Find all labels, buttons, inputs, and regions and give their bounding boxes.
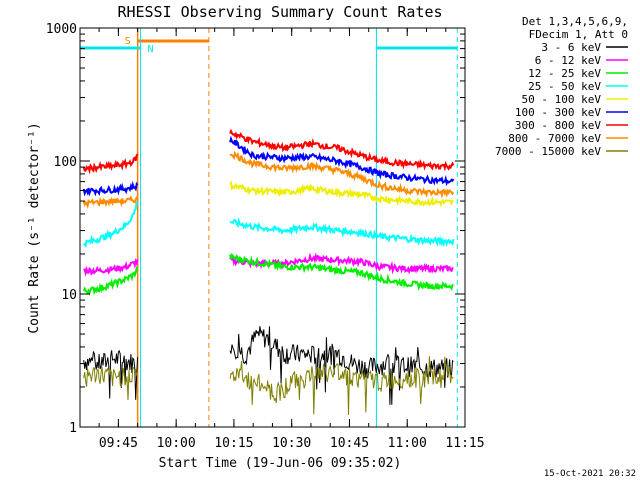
legend-header-line: Det 1,3,4,5,6,9, <box>522 15 628 28</box>
legend-entry-label: 300 - 800 keV <box>515 119 601 132</box>
legend-entry-label: 100 - 300 keV <box>515 106 601 119</box>
y-tick-label: 1 <box>69 421 77 436</box>
x-tick-label: 10:15 <box>214 436 253 451</box>
x-axis-label: Start Time (19-Jun-06 09:35:02) <box>159 456 402 471</box>
legend-entry-label: 6 - 12 keV <box>535 54 602 67</box>
series-line <box>229 180 454 208</box>
series-line <box>83 366 139 401</box>
series-line <box>83 258 139 277</box>
series-line <box>82 180 139 197</box>
legend-entry-label: 25 - 50 keV <box>528 80 601 93</box>
series-line <box>229 326 454 405</box>
legend-header-line: FDecim 1, Att 0 <box>529 28 628 41</box>
x-tick-label: 09:45 <box>99 436 138 451</box>
axes-layer: 09:45 10:00 10:15 10:30 10:45 11:00 11:15 1 10 10… <box>46 22 485 451</box>
series-line <box>229 150 455 199</box>
series-line <box>83 200 139 249</box>
footer-date: 15-Oct-2021 20:32 <box>544 469 636 479</box>
legend-entry-label: 12 - 25 keV <box>528 67 601 80</box>
series-line <box>229 216 455 248</box>
x-tick-label: 11:00 <box>388 436 427 451</box>
series-line <box>82 153 139 175</box>
x-tick-label: 10:00 <box>157 436 196 451</box>
legend-entry-label: 50 - 100 keV <box>522 93 602 106</box>
legend-entry-label: 7000 - 15000 keV <box>495 145 601 158</box>
series-line <box>229 356 454 415</box>
series-line <box>229 128 455 172</box>
y-axis-label: Count Rate (s⁻¹ detector⁻¹) <box>27 122 42 333</box>
x-tick-label: 10:45 <box>330 436 369 451</box>
legend-entry-label: 3 - 6 keV <box>541 41 601 54</box>
y-tick-label: 1000 <box>46 22 77 37</box>
flag-label: N <box>148 44 154 55</box>
legend-entry-label: 800 - 7000 keV <box>508 132 601 145</box>
legend: Det 1,3,4,5,6,9,FDecim 1, Att 03 - 6 keV… <box>495 15 628 158</box>
series-layer <box>82 128 455 415</box>
series-line <box>229 252 454 292</box>
series-line <box>83 349 139 400</box>
x-tick-label: 11:15 <box>445 436 484 451</box>
y-tick-label: 100 <box>54 155 77 170</box>
flag-label: S <box>125 36 131 47</box>
series-line <box>229 135 455 187</box>
x-tick-label: 10:30 <box>272 436 311 451</box>
chart-title: RHESSI Observing Summary Count Rates <box>117 3 442 21</box>
y-tick-label: 10 <box>61 288 77 303</box>
series-line <box>82 265 139 297</box>
series-line <box>82 195 139 209</box>
